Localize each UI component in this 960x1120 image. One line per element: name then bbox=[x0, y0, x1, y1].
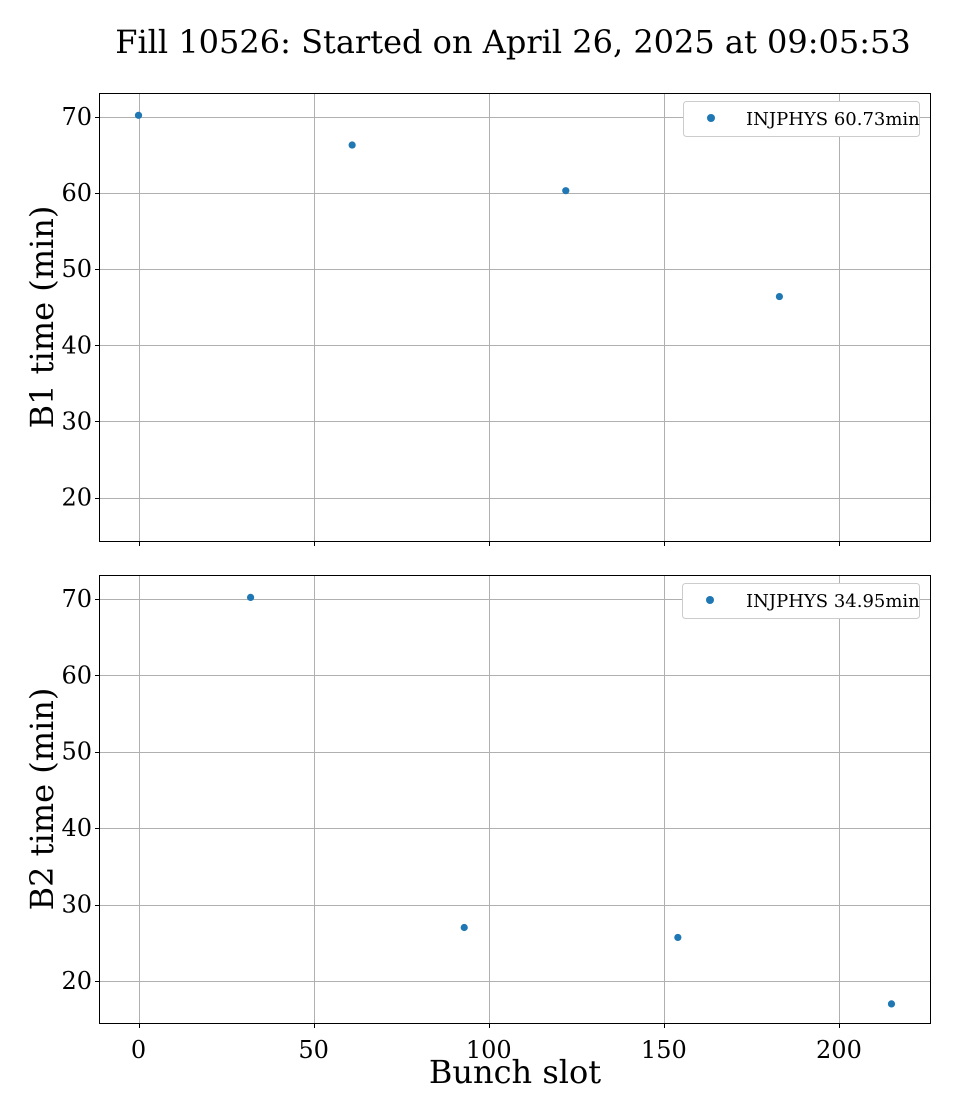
panel-1-y-tick-label-1: 30 bbox=[61, 407, 92, 435]
panel-2-y-tick-label-0: 20 bbox=[61, 967, 92, 995]
panel-b2-legend-marker bbox=[706, 596, 714, 604]
panel-1-y-tick-label-5: 70 bbox=[61, 103, 92, 131]
panel-b2-grid bbox=[100, 576, 930, 1023]
panel-b2-ticks: 0 50 100 150 200 20 30 40 50 60 70 bbox=[61, 585, 861, 1064]
x-tick-label-0: 0 bbox=[131, 1036, 146, 1064]
panel-b1: 20 30 40 50 60 70 B1 time (min) INJPHYS 60.73… bbox=[23, 93, 931, 546]
panel-b1-ticks: 20 30 40 50 60 70 bbox=[61, 103, 840, 546]
panel-b1-grid bbox=[100, 94, 930, 541]
panel-2-point-1 bbox=[460, 923, 468, 932]
panel-b1-legend-marker bbox=[707, 114, 715, 122]
panel-b2-ylabel: B2 time (min) bbox=[23, 688, 61, 911]
panel-1-point-3 bbox=[775, 292, 784, 301]
panel-1-point-0 bbox=[134, 111, 143, 119]
panel-1-y-tick-label-0: 20 bbox=[61, 484, 92, 512]
panel-1-y-tick-label-2: 40 bbox=[61, 331, 92, 359]
panel-1-point-2 bbox=[562, 187, 570, 195]
panel-b2-frame bbox=[99, 575, 931, 1024]
panel-2-point-0 bbox=[246, 593, 255, 601]
panel-b2-legend: INJPHYS 34.95min bbox=[682, 583, 920, 619]
panel-b1-legend: INJPHYS 60.73min bbox=[683, 101, 920, 137]
panel-2-point-3 bbox=[887, 1000, 896, 1008]
panel-b2-legend-box bbox=[682, 583, 920, 619]
panel-b2-legend-label: INJPHYS 34.95min bbox=[746, 591, 920, 612]
panel-1-y-tick-label-4: 60 bbox=[61, 179, 92, 207]
panel-b2: 0 50 100 150 200 20 30 40 50 60 70 B2 time (min) I… bbox=[23, 575, 931, 1064]
panel-2-y-tick-label-5: 70 bbox=[61, 585, 92, 613]
panel-b1-legend-box bbox=[683, 101, 920, 137]
panel-1-point-1 bbox=[348, 141, 356, 149]
panel-b1-legend-label: INJPHYS 60.73min bbox=[746, 109, 920, 130]
x-tick-label-2: 100 bbox=[466, 1036, 512, 1064]
panel-b1-frame bbox=[99, 93, 931, 542]
x-axis-label: Bunch slot bbox=[429, 1053, 601, 1091]
x-tick-label-4: 200 bbox=[816, 1036, 862, 1064]
panel-1-y-tick-label-3: 50 bbox=[61, 255, 92, 283]
panel-b1-ylabel: B1 time (min) bbox=[23, 206, 61, 429]
panel-2-point-2 bbox=[674, 933, 682, 942]
x-tick-label-1: 50 bbox=[298, 1036, 329, 1064]
panel-b1-points bbox=[134, 111, 784, 301]
panel-2-y-tick-label-3: 50 bbox=[61, 738, 92, 766]
x-tick-label-3: 150 bbox=[641, 1036, 687, 1064]
panel-2-y-tick-label-4: 60 bbox=[61, 661, 92, 689]
panel-2-y-tick-label-2: 40 bbox=[61, 814, 92, 842]
panel-2-y-tick-label-1: 30 bbox=[61, 891, 92, 919]
chart-title: Fill 10526: Started on April 26, 2025 at… bbox=[115, 23, 911, 61]
panel-b2-points bbox=[246, 593, 896, 1008]
